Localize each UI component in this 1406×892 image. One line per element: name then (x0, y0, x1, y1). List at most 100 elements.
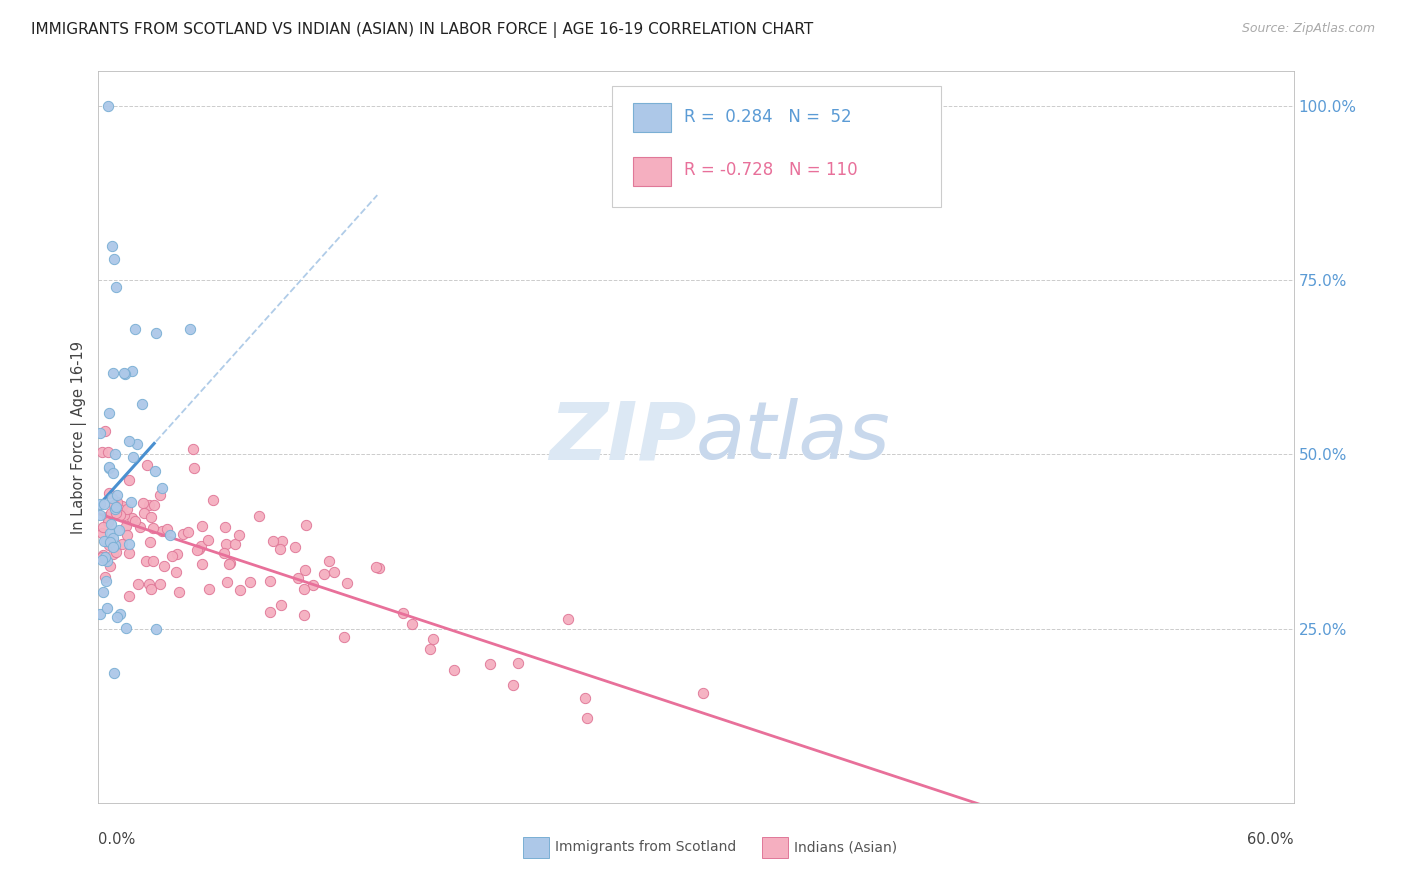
Point (98, 459, 121, 474)
Point (98, 485, 121, 500)
Point (124, 514, 146, 528)
Text: 0.0%: 0.0% (98, 832, 135, 847)
Point (129, 519, 152, 533)
Point (96, 554, 118, 568)
Point (143, 498, 166, 512)
Point (287, 571, 309, 585)
Text: Indians (Asian): Indians (Asian) (794, 840, 897, 855)
Point (269, 542, 291, 557)
Point (131, 496, 153, 510)
Point (100, 507, 122, 521)
Point (98, 525, 121, 540)
Point (115, 502, 138, 516)
Point (122, 450, 145, 464)
Point (336, 575, 359, 590)
Point (101, 366, 124, 380)
Point (94, 534, 117, 549)
Point (270, 598, 292, 612)
Point (105, 495, 128, 509)
Point (118, 545, 141, 559)
Point (101, 238, 124, 252)
Point (110, 607, 132, 622)
Point (91, 445, 114, 459)
Point (142, 520, 165, 534)
Point (294, 563, 316, 577)
Point (143, 464, 166, 478)
Point (153, 559, 176, 574)
Point (103, 498, 125, 512)
Point (89, 497, 111, 511)
Point (98, 534, 121, 549)
Point (91, 520, 114, 534)
Point (212, 546, 235, 560)
Point (101, 548, 124, 562)
Point (118, 473, 141, 487)
Point (103, 447, 125, 461)
Point (149, 576, 172, 591)
Point (478, 657, 501, 672)
Point (323, 565, 346, 579)
Point (100, 516, 122, 531)
Point (96, 509, 118, 524)
Point (575, 711, 598, 725)
Bar (523, 838, 548, 858)
Point (367, 561, 389, 575)
Point (97, 99, 120, 113)
Point (118, 589, 141, 603)
Point (101, 540, 124, 554)
Point (91, 548, 114, 562)
Point (93, 533, 115, 548)
FancyBboxPatch shape (613, 86, 941, 207)
Point (139, 535, 162, 549)
Bar (633, 103, 671, 132)
Point (98, 558, 121, 573)
Point (114, 367, 136, 381)
Point (131, 397, 153, 411)
Point (292, 582, 315, 597)
Point (118, 537, 141, 551)
Point (169, 585, 191, 599)
Point (105, 280, 128, 294)
Point (97, 445, 120, 459)
Point (91, 550, 114, 565)
Point (107, 523, 129, 537)
Point (104, 501, 127, 516)
Point (93, 550, 115, 565)
Point (135, 554, 157, 568)
Point (419, 641, 441, 656)
Point (89, 607, 111, 622)
Point (692, 686, 714, 700)
Point (121, 511, 143, 525)
Point (118, 434, 141, 448)
Text: R = -0.728   N = 110: R = -0.728 N = 110 (685, 161, 858, 179)
Point (219, 557, 242, 571)
Text: Source: ZipAtlas.com: Source: ZipAtlas.com (1241, 22, 1375, 36)
Point (101, 491, 124, 505)
Point (191, 557, 214, 571)
Point (214, 520, 236, 534)
Point (271, 533, 294, 548)
Point (292, 607, 315, 622)
Point (150, 524, 173, 538)
Point (127, 437, 149, 451)
Point (98, 538, 121, 552)
Text: ZIP: ZIP (548, 398, 696, 476)
Point (262, 533, 284, 548)
Point (115, 519, 138, 533)
Bar (633, 157, 671, 186)
Point (215, 574, 238, 589)
Point (105, 506, 128, 520)
Point (401, 617, 423, 632)
Point (188, 542, 211, 557)
Point (229, 582, 252, 597)
Point (391, 606, 413, 620)
Point (197, 533, 219, 547)
Point (156, 522, 179, 536)
Point (197, 582, 219, 596)
Point (259, 574, 281, 589)
Point (121, 364, 143, 378)
Point (108, 508, 131, 522)
Point (190, 519, 212, 533)
Point (91, 525, 114, 540)
Point (186, 543, 208, 558)
